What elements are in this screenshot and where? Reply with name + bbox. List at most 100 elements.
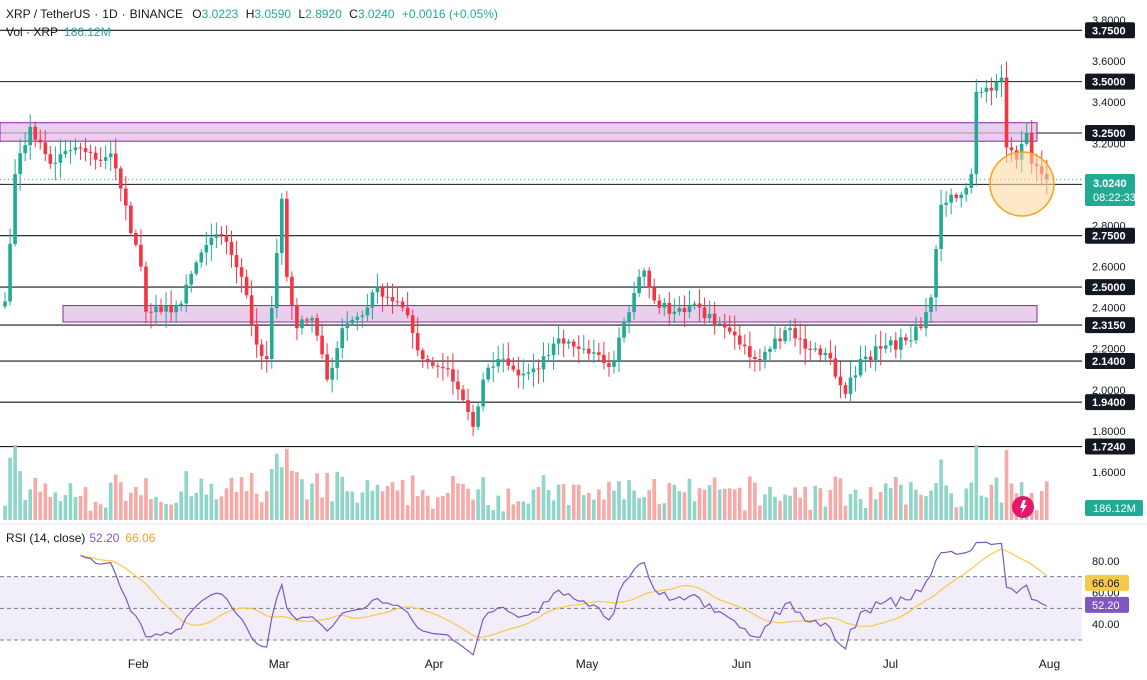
volume-bar	[521, 501, 526, 520]
candle-body	[320, 335, 324, 355]
volume-bar	[83, 487, 88, 520]
candle	[149, 303, 153, 329]
candle	[803, 324, 808, 365]
candle	[269, 295, 274, 369]
candle-body	[909, 340, 913, 342]
candle	[748, 331, 752, 369]
candle-body	[295, 305, 299, 329]
volume-bar	[712, 477, 717, 520]
volume-bar	[320, 497, 324, 520]
candle-body	[23, 145, 27, 154]
interval[interactable]: 1D	[102, 7, 118, 21]
candle-body	[486, 367, 490, 380]
candle-body	[300, 319, 304, 329]
level-price-text: 2.5000	[1092, 282, 1126, 294]
rsi-legend[interactable]: RSI (14, close) 52.20 66.06	[6, 530, 155, 546]
volume-bar	[350, 491, 355, 520]
candle	[798, 323, 802, 355]
candle	[602, 341, 606, 370]
volume-bar	[873, 499, 878, 520]
volume-bar	[38, 491, 43, 520]
candle-body	[108, 153, 113, 158]
candle	[506, 342, 511, 371]
candle-body	[974, 91, 979, 175]
candle	[566, 338, 571, 349]
volume-bar	[259, 502, 264, 520]
volume-bar	[93, 501, 98, 520]
volume-bar	[310, 483, 314, 520]
volume-bar	[828, 490, 833, 520]
volume-bar	[471, 499, 475, 520]
volume-bar	[556, 484, 561, 520]
candle-body	[526, 372, 531, 374]
candle-body	[466, 400, 470, 413]
candle	[13, 159, 17, 247]
candle-body	[290, 276, 294, 306]
candle	[592, 339, 596, 364]
candle-body	[607, 363, 611, 367]
volume-bar	[430, 508, 435, 520]
tradingview-logo-icon[interactable]	[1012, 496, 1034, 518]
candle	[687, 290, 692, 319]
volume-legend[interactable]: Vol · XRP 186.12M	[6, 24, 111, 40]
candle	[415, 317, 420, 357]
candle	[702, 297, 707, 324]
candle	[249, 280, 254, 337]
price-tick-label: 2.2000	[1092, 344, 1126, 356]
candle	[430, 356, 435, 369]
rsi-value: 52.20	[89, 531, 120, 545]
candle	[581, 334, 586, 354]
volume-bar	[134, 486, 138, 520]
candle-body	[637, 276, 641, 294]
candle	[129, 201, 133, 237]
volume-bar	[23, 499, 27, 520]
volume-bar	[888, 488, 893, 520]
candle-body	[315, 317, 319, 336]
candle-body	[919, 326, 923, 329]
candle-body	[134, 233, 138, 245]
level-price-box	[1085, 279, 1135, 296]
candle	[773, 324, 777, 353]
candle-body	[783, 330, 787, 342]
candle	[355, 311, 360, 331]
candle-body	[385, 296, 390, 298]
candle-body	[732, 331, 737, 336]
candle	[73, 138, 78, 155]
close-value: 3.0240	[357, 7, 395, 21]
volume-bar	[758, 505, 762, 520]
candle-body	[722, 323, 727, 328]
highlight-circle	[989, 151, 1055, 217]
candle	[33, 121, 38, 148]
volume-bar	[868, 486, 873, 520]
volume-bar	[566, 504, 571, 520]
level-price-label: 3.7500	[1085, 22, 1135, 39]
volume-bar	[848, 494, 853, 520]
volume-bar	[264, 491, 269, 520]
volume-bar	[129, 492, 133, 520]
candle-body	[436, 365, 440, 367]
candle-body	[430, 362, 435, 366]
candle	[370, 289, 375, 320]
last-price-label: 3.0240 08:22:33	[1085, 174, 1136, 206]
candle-body	[707, 313, 712, 319]
symbol-name[interactable]: XRP / TetherUS	[6, 7, 91, 21]
candle-body	[234, 255, 239, 268]
candle-body	[808, 348, 813, 350]
candle	[446, 356, 450, 377]
volume-bar	[637, 497, 641, 520]
candle-body	[63, 150, 68, 155]
candle-body	[395, 301, 400, 303]
volume-bar	[18, 471, 22, 520]
candle-body	[280, 198, 284, 254]
volume-bar	[280, 467, 284, 520]
volume-bar	[576, 484, 581, 520]
candle-body	[68, 150, 73, 152]
volume-bar	[788, 495, 792, 520]
candle-body	[48, 154, 53, 164]
candle	[179, 300, 183, 312]
rsi-value-box	[1085, 596, 1129, 613]
candle	[717, 316, 722, 327]
candle	[330, 357, 334, 393]
